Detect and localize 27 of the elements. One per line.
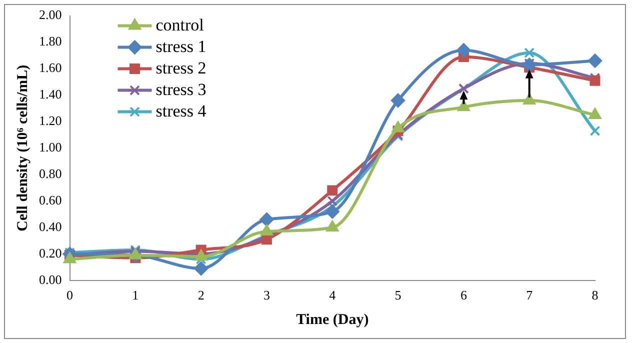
y-tick-label: 0.40 [39,218,62,234]
x-tick-label: 5 [394,288,402,303]
y-tick-label: 1.00 [39,140,62,155]
y-tick-label: 0.20 [39,245,62,260]
y-tick-label: 0.60 [39,192,62,208]
x-tick-label: 8 [592,288,598,303]
x-tick-label: 7 [526,288,534,303]
x-tick-label: 1 [132,288,139,303]
y-tick-label: 2.00 [39,7,62,22]
legend-label: stress 2 [156,58,206,78]
y-tick-label: 1.60 [39,60,62,76]
legend-label: stress 4 [156,101,207,120]
y-tick-label: 0.80 [39,166,62,181]
y-tick-label: 1.20 [39,113,62,128]
y-axis-title: Cell density (10⁶ cells/mL) [14,64,31,232]
legend-label: control [156,15,204,34]
x-tick-label: 3 [263,288,270,303]
x-tick-label: 2 [198,288,204,303]
x-tick-label: 0 [66,288,73,303]
x-tick-label: 4 [329,288,336,303]
y-tick-label: 1.80 [39,34,62,49]
y-tick-label: 0.00 [39,272,62,287]
legend-label: stress 3 [156,80,206,99]
x-tick-label: 6 [460,288,468,303]
x-axis-title: Time (Day) [296,312,369,328]
y-tick-label: 1.40 [39,86,62,102]
legend-label: stress 1 [156,36,206,56]
